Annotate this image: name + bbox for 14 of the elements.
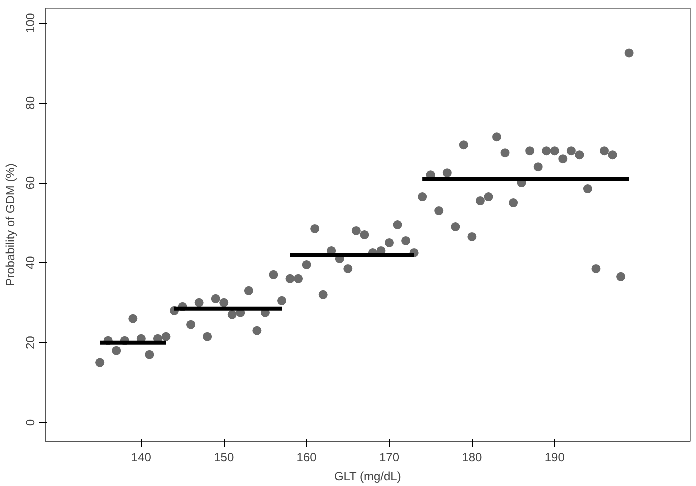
y-tick-label: 20: [24, 336, 38, 350]
x-tick-label: 170: [379, 450, 400, 464]
y-tick-label: 60: [24, 176, 38, 190]
y-axis-title: Probability of GDM (%): [4, 164, 18, 286]
y-tick-label: 100: [24, 12, 38, 34]
x-tick-label: 180: [462, 450, 483, 464]
x-tick-label: 140: [131, 450, 152, 464]
y-tick-label: 80: [24, 96, 38, 110]
x-tick-label: 160: [296, 450, 318, 464]
y-tick-label: 0: [24, 419, 38, 426]
x-tick-label: 190: [544, 450, 566, 464]
y-tick-label: 40: [24, 256, 38, 270]
x-axis-title: GLT (mg/dL): [334, 470, 402, 484]
x-tick-label: 150: [214, 450, 234, 464]
